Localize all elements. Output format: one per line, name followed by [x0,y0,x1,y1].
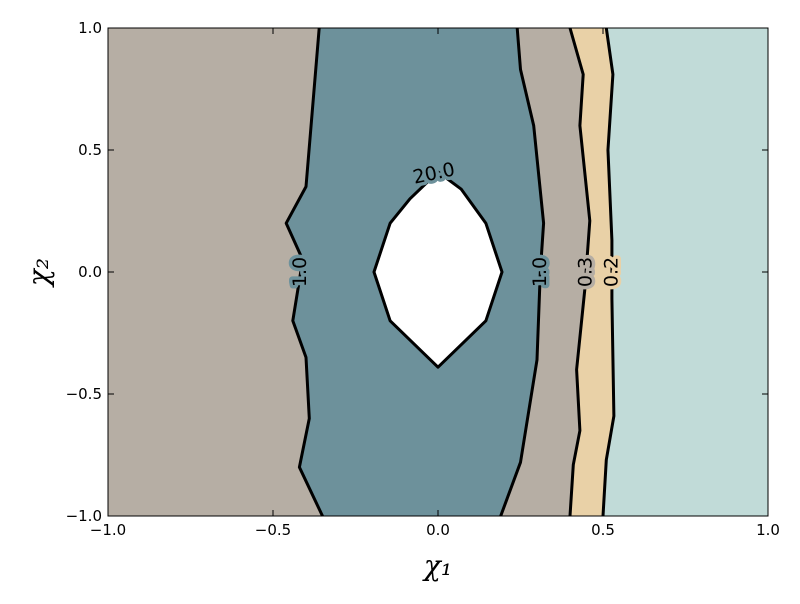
contour-label: 0.2 [600,257,622,287]
y-axis-label: χ₂ [22,258,55,288]
contour-label: 0.3 [575,257,597,287]
x-tick-label: 1.0 [756,521,780,539]
contour-line [284,27,324,517]
contour-line [499,27,546,517]
y-tick-label: −0.5 [66,385,102,403]
contour-label: 1.0 [289,257,311,287]
contour-line [601,27,616,517]
y-tick-label: 1.0 [78,19,102,37]
y-tick-label: −1.0 [66,507,102,525]
contour-line [568,27,592,517]
contour-label: 1.0 [529,257,551,287]
contour-region [603,28,768,516]
x-axis-label: χ₁ [422,549,452,582]
y-tick-label: 0.0 [78,263,102,281]
x-tick-label: 0.5 [591,521,615,539]
contour-line [372,170,504,369]
x-tick-label: −0.5 [255,521,291,539]
contour-region [373,171,503,368]
y-tick-label: 0.5 [78,141,102,159]
x-tick-label: −1.0 [90,521,126,539]
x-tick-label: 0.0 [426,521,450,539]
